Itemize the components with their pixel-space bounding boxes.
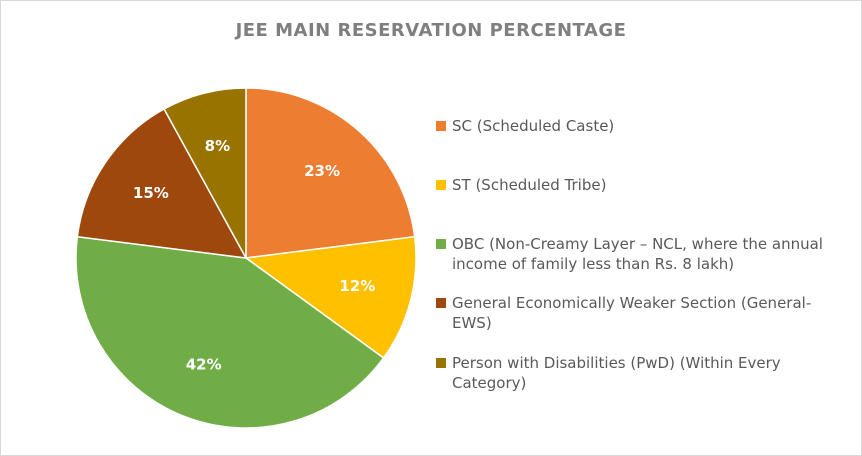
legend-item-st: ST (Scheduled Tribe) <box>436 175 847 195</box>
legend-label-obc: OBC (Non-Creamy Layer – NCL, where the a… <box>452 235 823 273</box>
data-label-ews: 15% <box>133 184 169 202</box>
data-label-obc: 42% <box>186 355 222 373</box>
legend-swatch-pwd <box>436 358 446 368</box>
legend-label-ews: General Economically Weaker Section (Gen… <box>452 294 812 332</box>
legend-swatch-sc <box>436 121 446 131</box>
legend-label-st: ST (Scheduled Tribe) <box>452 176 607 194</box>
pie-slice-sc <box>245 87 416 259</box>
legend-swatch-ews <box>436 298 446 308</box>
data-label-pwd: 8% <box>205 137 230 155</box>
pie-slice-obc <box>75 235 385 429</box>
data-label-st: 12% <box>339 277 375 295</box>
legend-item-pwd: Person with Disabilities (PwD) (Within E… <box>436 353 847 393</box>
legend-label-sc: SC (Scheduled Caste) <box>452 117 615 135</box>
legend-item-obc: OBC (Non-Creamy Layer – NCL, where the a… <box>436 234 847 274</box>
legend-swatch-obc <box>436 239 446 249</box>
chart-title: JEE MAIN RESERVATION PERCENTAGE <box>235 20 627 41</box>
legend-swatch-st <box>436 180 446 190</box>
legend-item-sc: SC (Scheduled Caste) <box>436 116 847 136</box>
legend-item-ews: General Economically Weaker Section (Gen… <box>436 293 847 333</box>
pie-slice-ews <box>76 108 248 259</box>
pie-slice-st <box>244 235 417 359</box>
legend-label-pwd: Person with Disabilities (PwD) (Within E… <box>452 354 781 392</box>
pie-slice-pwd <box>163 87 247 259</box>
data-label-sc: 23% <box>304 162 340 180</box>
